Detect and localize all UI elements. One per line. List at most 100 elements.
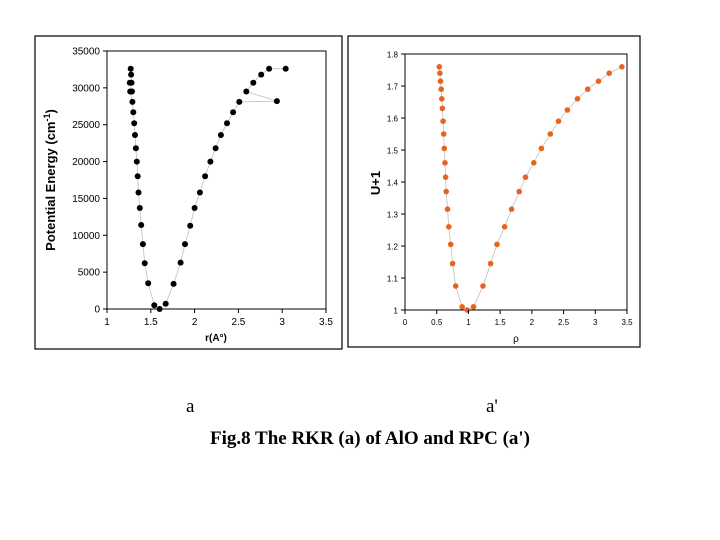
chart-a-point-23 (131, 120, 138, 127)
chart-a-prime-x-tick-label-4: 2 (530, 318, 535, 327)
chart-a-prime-point-19 (470, 304, 477, 310)
chart-a-prime-point-21 (487, 260, 494, 267)
chart-a-point-7 (139, 241, 146, 248)
chart-a-point-4 (170, 280, 177, 287)
chart-a-point-25 (130, 109, 137, 116)
chart-a-prime-point-31 (564, 107, 571, 113)
chart-a-prime-x-tick-label-5: 2.5 (558, 318, 570, 327)
chart-a-point-35 (127, 65, 134, 72)
chart-a-prime-y-tick-label-8: 1.8 (387, 51, 399, 60)
chart-a-prime-point-4 (439, 96, 445, 102)
chart-a-prime-point-10 (442, 174, 449, 180)
chart-a-prime-y-axis-label: U+1 (368, 171, 383, 195)
chart-a-y-tick-label-4: 20000 (72, 157, 100, 168)
chart-a-point-6 (177, 259, 184, 266)
chart-a-prime-point-8 (441, 145, 448, 152)
chart-a-prime-point-2 (437, 78, 444, 84)
chart-a-point-36 (266, 65, 273, 72)
chart-a-y-tick-label-1: 5000 (78, 268, 101, 279)
chart-a-prime-y-ticks: 1 1.1 1.2 1.3 1.4 1.5 1.6 1.7 1.8 (387, 51, 405, 316)
chart-a-prime-point-6 (440, 118, 446, 124)
chart-a-point-12 (191, 205, 198, 211)
chart-a-point-20 (212, 145, 219, 152)
chart-a-prime-point-15 (449, 260, 456, 267)
chart-a-prime-x-ticks: 0 0.5 1 1.5 2 2.5 3 3.5 (403, 310, 633, 327)
chart-a-point-0 (156, 306, 163, 312)
chart-a-point-18 (207, 158, 214, 165)
chart-a-point-1 (151, 302, 158, 309)
chart-a-prime-point-28 (538, 145, 545, 152)
chart-a-prime-x-tick-label-6: 3 (593, 318, 598, 327)
chart-a-prime-point-27 (531, 160, 537, 166)
chart-a-point-2 (162, 300, 169, 307)
chart-a-point-13 (135, 189, 142, 196)
chart-a-prime-y-tick-label-7: 1.7 (387, 83, 399, 92)
chart-a-point-22 (217, 132, 224, 138)
chart-a-point-39 (126, 79, 133, 86)
chart-a-point-27 (129, 98, 136, 105)
chart-a-point-19 (132, 145, 139, 152)
chart-a-points (126, 65, 289, 312)
chart-a-y-tick-label-6: 30000 (72, 83, 100, 94)
chart-a-prime-point-0 (436, 64, 443, 70)
chart-a-prime-x-tick-label-2: 1 (466, 318, 471, 327)
chart-a-prime-y-tick-label-4: 1.4 (387, 179, 399, 188)
chart-a-prime-point-17 (459, 304, 465, 310)
chart-a-prime-x-tick-label-1: 0.5 (431, 318, 443, 327)
subfigure-label-a-prime: a' (486, 396, 498, 417)
chart-a-plot-area (106, 50, 327, 310)
chart-a-point-16 (202, 173, 209, 180)
chart-a-prime-point-33 (584, 86, 591, 92)
chart-a-prime-y-tick-label-5: 1.5 (387, 147, 399, 156)
chart-a-point-28 (236, 98, 243, 105)
chart-a-prime-point-16 (452, 283, 459, 289)
chart-a-point-26 (230, 109, 237, 116)
chart-a-x-tick-label-0: 1 (104, 317, 110, 328)
chart-a-prime-point-9 (442, 160, 448, 166)
chart-a-prime-point-3 (438, 86, 445, 92)
chart-a-prime-point-35 (606, 70, 612, 76)
chart-a-point-9 (138, 222, 145, 228)
chart-a-point-17 (133, 158, 140, 165)
figure-caption: Fig.8 The RKR (a) of AlO and RPC (a') (209, 428, 530, 449)
chart-a-point-37 (127, 88, 134, 95)
chart-a-prime-x-tick-label-7: 3.5 (621, 318, 633, 327)
chart-a-prime-point-23 (501, 224, 508, 230)
chart-a-prime: 0 0.5 1 1.5 2 2.5 3 3.5 11.11.21.31.41.51.61.71… (347, 35, 641, 348)
chart-a-prime-point-12 (444, 206, 451, 212)
chart-a-prime-point-13 (446, 224, 452, 230)
chart-a-prime-y-tick-label-6: 1.6 (387, 115, 399, 124)
chart-a-prime-point-7 (440, 131, 447, 137)
chart-a-point-11 (136, 205, 143, 211)
chart-a-prime-point-26 (522, 174, 529, 180)
chart-a-point-32 (250, 79, 257, 86)
chart-a-point-34 (258, 71, 265, 78)
chart-a-x-tick-label-5: 3.5 (319, 317, 333, 328)
chart-a-point-10 (187, 222, 194, 229)
chart-a-point-38 (273, 98, 280, 105)
chart-a-prime-point-36 (619, 64, 625, 70)
chart-a-point-5 (141, 260, 148, 267)
chart-a-prime-point-14 (447, 241, 454, 248)
chart-a-x-ticks: 1 1.5 2 2.5 3 3.5 (104, 309, 333, 328)
chart-a-point-21 (132, 132, 138, 138)
chart-a-point-30 (243, 88, 250, 95)
chart-a-prime-point-30 (555, 118, 562, 124)
chart-a-point-15 (134, 173, 141, 180)
chart-a-prime-y-tick-label-3: 1.3 (387, 211, 399, 220)
chart-a-prime-point-29 (547, 131, 554, 137)
chart-a-prime-points (436, 64, 625, 313)
chart-a-prime-point-22 (494, 241, 500, 248)
chart-a-y-tick-label-3: 15000 (72, 194, 100, 205)
chart-a-prime-point-34 (595, 78, 602, 84)
chart-a-point-24 (224, 120, 230, 127)
chart-a-point-33 (128, 71, 135, 78)
chart-a-prime-y-tick-label-0: 1 (394, 307, 399, 316)
chart-a-prime-y-tick-label-2: 1.2 (387, 243, 399, 252)
chart-a-prime-point-5 (439, 105, 446, 112)
chart-a-x-tick-label-3: 2.5 (231, 317, 245, 328)
chart-a-prime-point-18 (464, 307, 471, 313)
chart-a-x-tick-label-2: 2 (192, 317, 198, 328)
chart-a-x-tick-label-4: 3 (279, 317, 285, 328)
